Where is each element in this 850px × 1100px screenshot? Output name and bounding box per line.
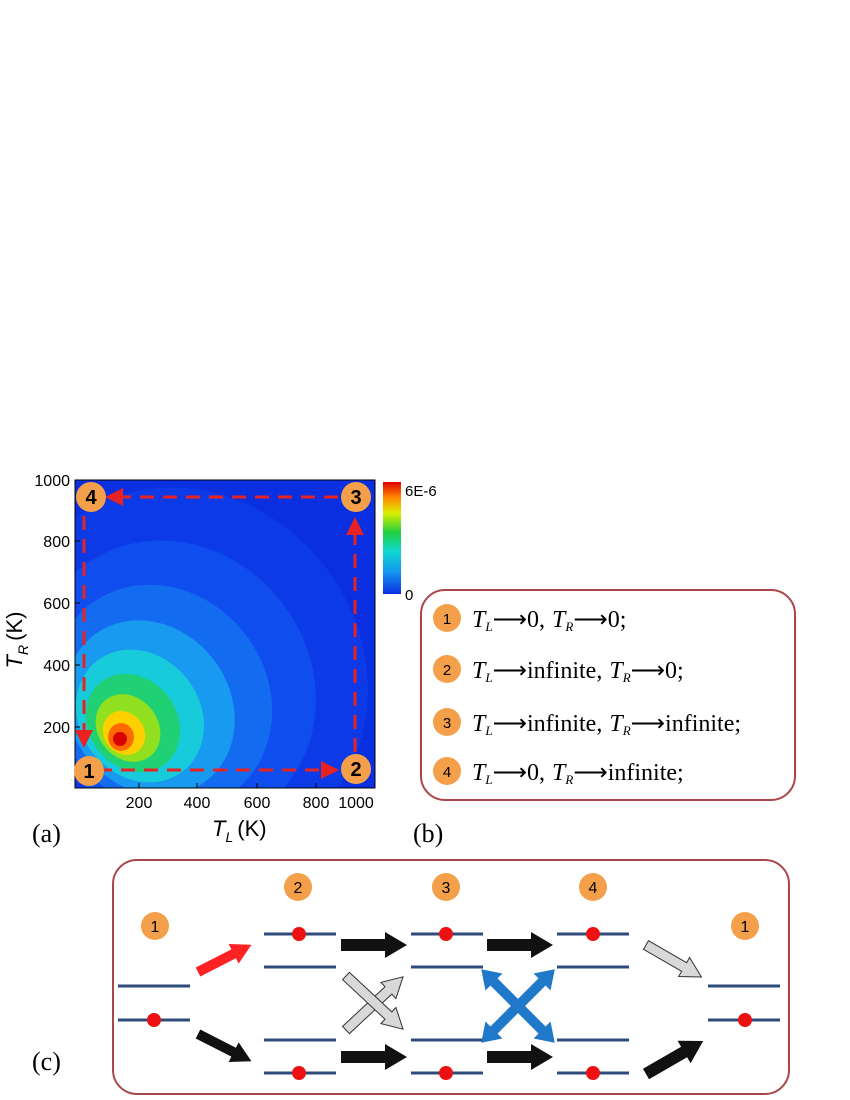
gray-arrow xyxy=(341,971,404,1030)
black-arrow xyxy=(487,932,553,958)
electron xyxy=(292,1066,306,1080)
y-tick-labels: 200 400 600 800 1000 xyxy=(34,473,70,737)
svg-text:TL⟶infinite,TR⟶infinite;: TL⟶infinite, TR⟶infinite; xyxy=(472,711,741,738)
colorbar-max-label: 6E-6 xyxy=(405,483,437,500)
cycle-path xyxy=(75,488,364,779)
heatmap-contours xyxy=(75,487,368,788)
x-tick-label: 1000 xyxy=(338,795,374,812)
svg-text:TL⟶infinite,TR⟶0;: TL⟶infinite, TR⟶0; xyxy=(472,658,684,685)
y-tick-label: 800 xyxy=(43,534,70,551)
black-arrow xyxy=(341,1044,407,1070)
badge-icon xyxy=(433,604,461,632)
blue-cross-arrows xyxy=(481,969,555,1043)
svg-text:4: 4 xyxy=(443,764,451,781)
electron xyxy=(292,927,306,941)
y-axis-title: TR(K) xyxy=(2,612,31,669)
panel-b-label: (b) xyxy=(413,819,443,848)
panel-c: (c) 1 2 3 4 1 xyxy=(32,859,790,1095)
x-tick-label: 200 xyxy=(126,795,153,812)
svg-text:1: 1 xyxy=(741,919,750,936)
svg-text:3: 3 xyxy=(443,715,451,732)
panel-b: 1 TL⟶0, TR⟶0; 2 TL⟶infinite, TR⟶0; 3 TL⟶in… xyxy=(413,589,796,848)
corner-badge-2: 2 xyxy=(341,754,371,784)
corner-badge-1: 1 xyxy=(74,756,104,786)
colorbar-min-label: 0 xyxy=(405,587,413,604)
svg-text:3: 3 xyxy=(442,880,451,897)
state-badge-1: 1 xyxy=(141,912,169,940)
x-tick-labels: 200 400 600 800 1000 xyxy=(126,795,374,812)
svg-text:TL⟶0,TR⟶0;: TL⟶0, TR⟶0; xyxy=(472,607,626,634)
black-arrow xyxy=(195,1029,252,1062)
svg-text:1: 1 xyxy=(443,611,451,628)
electron xyxy=(439,927,453,941)
y-tick-label: 600 xyxy=(43,596,70,613)
state-badge-4: 4 xyxy=(579,873,607,901)
plot-frame xyxy=(74,479,376,789)
condition-item: 2 TL⟶infinite, TR⟶0; xyxy=(433,655,684,685)
y-tick-label: 200 xyxy=(43,720,70,737)
electron xyxy=(147,1013,161,1027)
y-tick-label: 1000 xyxy=(34,473,70,490)
black-arrow xyxy=(341,932,407,958)
svg-text:1: 1 xyxy=(151,919,160,936)
badge-icon xyxy=(433,655,461,683)
badge-icon xyxy=(433,757,461,785)
state-badge-3: 3 xyxy=(432,873,460,901)
condition-box xyxy=(420,589,796,801)
electron xyxy=(738,1013,752,1027)
svg-text:1: 1 xyxy=(83,761,94,783)
corner-badge-4: 4 xyxy=(76,482,106,512)
state-badge-1-final: 1 xyxy=(731,912,759,940)
panel-a-label: (a) xyxy=(32,819,61,848)
process-box xyxy=(112,859,790,1095)
svg-text:4: 4 xyxy=(589,880,598,897)
x-tick-label: 400 xyxy=(184,795,211,812)
colorbar xyxy=(383,482,401,594)
state-badge-2: 2 xyxy=(284,873,312,901)
y-tick-label: 400 xyxy=(43,658,70,675)
svg-text:2: 2 xyxy=(443,662,451,679)
x-tick-label: 600 xyxy=(244,795,271,812)
red-arrow xyxy=(195,944,252,977)
electron xyxy=(439,1066,453,1080)
corner-badge-3: 3 xyxy=(341,482,371,512)
panel-a: 200 400 600 800 1000 200 400 600 800 100… xyxy=(2,473,437,848)
gray-arrow xyxy=(642,939,703,978)
svg-text:3: 3 xyxy=(350,487,361,509)
condition-item: 3 TL⟶infinite, TR⟶infinite; xyxy=(433,708,741,738)
electron xyxy=(586,927,600,941)
x-axis-title: TL (K) xyxy=(212,816,267,845)
svg-text:TL⟶0,TR⟶infinite;: TL⟶0, TR⟶infinite; xyxy=(472,760,684,787)
black-arrow xyxy=(643,1040,704,1080)
panel-c-label: (c) xyxy=(32,1047,61,1076)
condition-item: 1 TL⟶0, TR⟶0; xyxy=(433,604,626,634)
electron xyxy=(586,1066,600,1080)
svg-text:2: 2 xyxy=(350,759,361,781)
svg-text:2: 2 xyxy=(294,880,303,897)
axis-ticks xyxy=(75,540,317,788)
condition-item: 4 TL⟶0, TR⟶infinite; xyxy=(433,757,684,787)
black-arrow xyxy=(487,1044,553,1070)
electrons xyxy=(147,927,752,1080)
blue-arrow xyxy=(481,969,555,1043)
badge-icon xyxy=(433,708,461,736)
svg-text:4: 4 xyxy=(85,487,97,509)
x-tick-label: 800 xyxy=(303,795,330,812)
